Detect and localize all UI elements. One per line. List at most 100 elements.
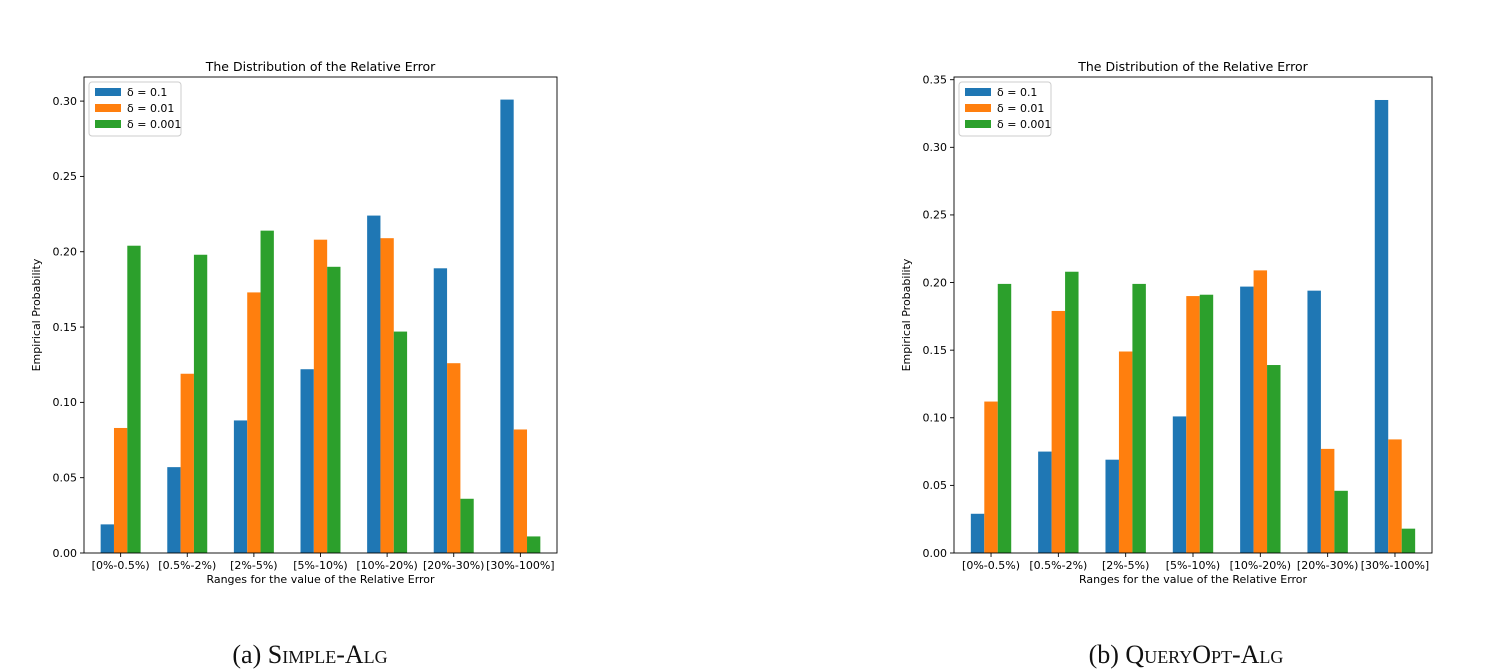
bar-3-2 bbox=[193, 254, 208, 553]
y-tick-label: 0.05 bbox=[923, 479, 948, 492]
bar-2-4 bbox=[1186, 296, 1200, 553]
bar-1-4 bbox=[300, 369, 314, 553]
y-tick-label: 0.10 bbox=[923, 412, 948, 425]
legend-label-3: δ = 0.001 bbox=[997, 118, 1051, 131]
bar-3-6 bbox=[460, 498, 474, 553]
y-tick-label: 0.00 bbox=[53, 547, 78, 560]
y-tick-label: 0.25 bbox=[923, 209, 948, 222]
x-tick-label: [30%-100%] bbox=[1361, 559, 1429, 572]
legend-label-2: δ = 0.01 bbox=[127, 102, 174, 115]
bar-3-2 bbox=[1065, 271, 1079, 553]
legend-label-2: δ = 0.01 bbox=[997, 102, 1044, 115]
chart-b: 0.00 0.05 0.10 0.15 0.20 0.25 0.30 0.35 [0%-0.5%… bbox=[900, 59, 1433, 586]
bar-1-6 bbox=[433, 268, 448, 553]
y-tick-label: 0.30 bbox=[53, 95, 78, 108]
chart-a: 0.00 0.05 0.10 0.15 0.20 0.25 0.30 [0%-0.5%) [0.… bbox=[30, 59, 558, 586]
legend: δ = 0.1 δ = 0.01 δ = 0.001 bbox=[88, 81, 182, 137]
bar-1-2 bbox=[1038, 451, 1052, 553]
bar-1-2 bbox=[167, 467, 181, 553]
legend-swatch-2 bbox=[965, 104, 991, 112]
x-tick-label: [0.5%-2%) bbox=[1029, 559, 1087, 572]
bar-3-3 bbox=[260, 230, 274, 553]
y-tick-label: 0.20 bbox=[923, 276, 948, 289]
bar-3-4 bbox=[1199, 294, 1214, 553]
bar-3-6 bbox=[1334, 490, 1348, 553]
y-axis-label: Empirical Probability bbox=[900, 258, 913, 371]
y-tick-label: 0.20 bbox=[53, 246, 78, 259]
figure: 0.00 0.05 0.10 0.15 0.20 0.25 0.30 [0%-0.5%) [0.… bbox=[30, 59, 1433, 586]
x-tick-label: [2%-5%) bbox=[230, 559, 277, 572]
bar-2-7 bbox=[1388, 439, 1402, 553]
legend-label-1: δ = 0.1 bbox=[997, 86, 1037, 99]
x-axis-label: Ranges for the value of the Relative Err… bbox=[1079, 573, 1308, 586]
legend-swatch-3 bbox=[95, 120, 121, 128]
bar-3-4 bbox=[327, 266, 341, 553]
bar-1-5 bbox=[1240, 286, 1254, 553]
y-axis-label: Empirical Probability bbox=[30, 258, 43, 371]
bar-1-5 bbox=[367, 215, 381, 553]
x-tick-label: [5%-10%) bbox=[293, 559, 347, 572]
bar-2-6 bbox=[1320, 448, 1335, 554]
x-tick-label: [20%-30%) bbox=[1297, 559, 1358, 572]
y-tick-label: 0.25 bbox=[53, 170, 78, 183]
legend-swatch-1 bbox=[965, 88, 991, 96]
x-tick-label: [0%-0.5%) bbox=[92, 559, 150, 572]
caption-b-name: QueryOpt-Alg bbox=[1125, 640, 1284, 669]
y-tick-label: 0.15 bbox=[923, 344, 948, 357]
x-tick-label: [10%-20%) bbox=[1230, 559, 1291, 572]
bar-3-1 bbox=[127, 245, 141, 553]
x-tick-label: [2%-5%) bbox=[1102, 559, 1149, 572]
bar-2-5 bbox=[380, 238, 394, 553]
y-tick-label: 0.10 bbox=[53, 396, 78, 409]
x-tick-label: [0.5%-2%) bbox=[158, 559, 216, 572]
caption-a: (a) Simple-Alg bbox=[232, 640, 387, 670]
x-tick-label: [5%-10%) bbox=[1166, 559, 1220, 572]
bar-1-1 bbox=[970, 513, 985, 553]
y-tick-label: 0.05 bbox=[53, 471, 78, 484]
bar-2-4 bbox=[313, 239, 328, 553]
bar-1-7 bbox=[500, 99, 514, 553]
caption-a-name: Simple-Alg bbox=[267, 640, 388, 669]
bar-1-1 bbox=[100, 524, 114, 553]
bar-2-5 bbox=[1253, 270, 1268, 554]
bar-1-6 bbox=[1307, 290, 1321, 553]
legend-swatch-1 bbox=[95, 88, 121, 96]
bar-3-7 bbox=[527, 536, 541, 553]
caption-b: (b) QueryOpt-Alg bbox=[1089, 640, 1284, 670]
bar-1-4 bbox=[1172, 416, 1187, 553]
bar-2-2 bbox=[1051, 310, 1066, 553]
legend: δ = 0.1 δ = 0.01 δ = 0.001 bbox=[958, 81, 1052, 137]
x-tick-label: [10%-20%) bbox=[356, 559, 417, 572]
bar-3-7 bbox=[1401, 528, 1416, 553]
bar-2-1 bbox=[113, 427, 128, 553]
legend-swatch-2 bbox=[95, 104, 121, 112]
bar-2-7 bbox=[513, 429, 528, 553]
caption-b-prefix: (b) bbox=[1088, 640, 1126, 669]
bar-3-5 bbox=[393, 331, 408, 553]
bar-2-6 bbox=[447, 363, 461, 553]
x-tick-label: [0%-0.5%) bbox=[962, 559, 1020, 572]
bar-2-3 bbox=[1118, 351, 1133, 553]
chart-title: The Distribution of the Relative Error bbox=[1077, 59, 1308, 74]
x-tick-label: [30%-100%] bbox=[486, 559, 554, 572]
bar-1-3 bbox=[1105, 459, 1119, 553]
bar-3-3 bbox=[1132, 283, 1146, 553]
bar-1-3 bbox=[233, 420, 248, 553]
y-tick-label: 0.35 bbox=[923, 74, 948, 87]
x-tick-label: [20%-30%) bbox=[423, 559, 484, 572]
y-tick-label: 0.15 bbox=[53, 321, 78, 334]
bar-2-2 bbox=[180, 373, 194, 553]
bar-2-1 bbox=[984, 401, 998, 553]
bar-3-5 bbox=[1267, 365, 1281, 553]
legend-swatch-3 bbox=[965, 120, 991, 128]
y-tick-label: 0.00 bbox=[923, 547, 948, 560]
bar-2-3 bbox=[247, 292, 261, 553]
legend-label-3: δ = 0.001 bbox=[127, 118, 181, 131]
caption-a-prefix: (a) bbox=[232, 640, 268, 669]
x-axis-label: Ranges for the value of the Relative Err… bbox=[206, 573, 435, 586]
y-tick-label: 0.30 bbox=[923, 141, 948, 154]
bar-1-7 bbox=[1374, 99, 1389, 554]
chart-title: The Distribution of the Relative Error bbox=[205, 59, 436, 74]
legend-label-1: δ = 0.1 bbox=[127, 86, 167, 99]
bar-3-1 bbox=[997, 283, 1012, 553]
